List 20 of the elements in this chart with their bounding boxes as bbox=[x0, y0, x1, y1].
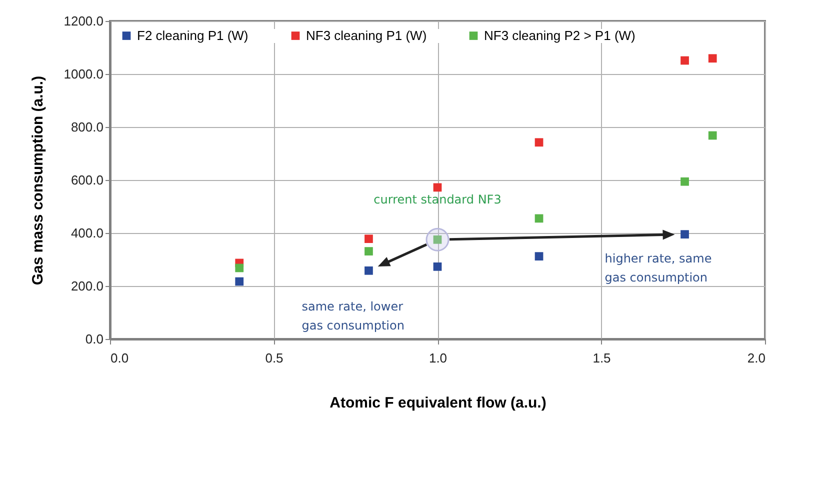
y-tick-label: 400.0 bbox=[70, 226, 104, 240]
y-tick-label: 1200.0 bbox=[64, 14, 104, 28]
y-tick-label: 0.0 bbox=[85, 332, 104, 346]
y-tick-label: 200.0 bbox=[70, 278, 104, 294]
annotation: same rate, lower gas consumption bbox=[302, 300, 404, 333]
annotation: current standard NF3 bbox=[374, 192, 502, 207]
x-axis-title: Atomic F equivalent flow (a.u.) bbox=[330, 394, 546, 412]
y-axis-title: Gas mass consumption (a.u.) bbox=[30, 76, 47, 286]
legend-label: NF3 cleaning P2 > P1 (W) bbox=[484, 28, 636, 43]
x-tick-label: 2.0 bbox=[747, 350, 766, 366]
legend-label: F2 cleaning P1 (W) bbox=[137, 28, 248, 43]
y-tick-label: 600.0 bbox=[70, 172, 104, 188]
x-tick-label: 0.5 bbox=[265, 350, 284, 366]
x-tick-label: 1.5 bbox=[592, 350, 611, 366]
y-tick-label: 800.0 bbox=[70, 120, 104, 134]
legend-label: NF3 cleaning P1 (W) bbox=[306, 28, 427, 43]
x-tick-label: 0.0 bbox=[110, 350, 129, 366]
annotation: higher rate, same gas consumption bbox=[604, 251, 712, 284]
x-tick-label: 1.0 bbox=[428, 350, 448, 366]
y-tick-label: 1000.0 bbox=[64, 66, 104, 82]
